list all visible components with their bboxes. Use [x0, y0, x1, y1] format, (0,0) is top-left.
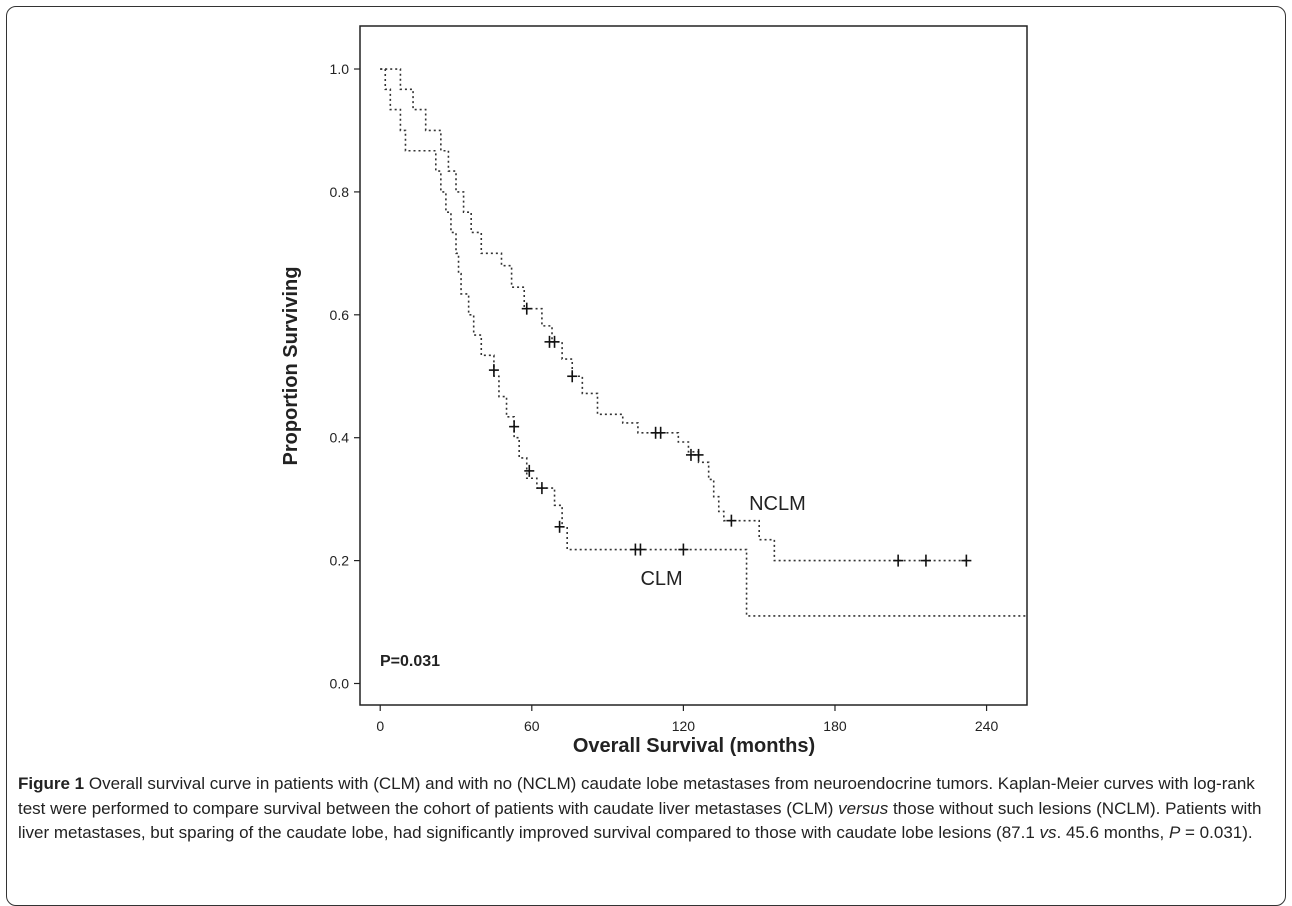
caption-versus: versus	[838, 798, 889, 818]
figure-caption: Figure 1 Overall survival curve in patie…	[18, 772, 1280, 846]
censor-mark-clm	[554, 520, 565, 533]
curve-label-clm: CLM	[640, 568, 682, 590]
curve-label-nclm: NCLM	[749, 493, 806, 515]
censor-mark-clm	[678, 543, 689, 556]
x-tick-label: 180	[823, 718, 847, 734]
censor-mark-nclm	[549, 335, 560, 348]
y-tick-label: 0.4	[330, 430, 350, 446]
censor-mark-nclm	[726, 514, 737, 527]
y-axis: 0.0 0.2 0.4 0.6 0.8 1.0	[330, 61, 360, 691]
curve-labels: NCLM CLM	[640, 493, 805, 590]
x-axis: 0 60 120 180 240	[376, 705, 998, 734]
x-tick-label: 0	[376, 718, 384, 734]
censor-mark-clm	[524, 464, 535, 477]
survival-curves	[380, 68, 1027, 617]
x-tick-label: 120	[672, 718, 696, 734]
censor-mark-nclm	[961, 554, 972, 567]
censor-mark-clm	[536, 482, 547, 495]
caption-text-3: . 45.6 months,	[1056, 823, 1169, 842]
caption-text-1: Overall survival curve in patients with …	[18, 774, 1255, 818]
y-axis-label: Proportion Surviving	[280, 267, 302, 466]
y-tick-label: 1.0	[330, 61, 350, 77]
censor-mark-nclm	[567, 370, 578, 383]
censor-mark-clm	[509, 420, 520, 433]
p-value-annotation: P=0.031	[380, 653, 440, 670]
censor-mark-nclm	[920, 554, 931, 567]
plot-frame	[359, 25, 1028, 706]
x-tick-label: 60	[524, 718, 540, 734]
y-tick-label: 0.8	[330, 184, 350, 200]
caption-text-4: = 0.031).	[1180, 823, 1253, 842]
caption-vs: vs	[1039, 823, 1057, 842]
censor-mark-nclm	[521, 302, 532, 315]
censor-mark-nclm	[693, 448, 704, 461]
x-tick-label: 240	[975, 718, 999, 734]
censor-mark-clm	[635, 543, 646, 556]
survival-curve-nclm	[380, 68, 967, 562]
y-tick-label: 0.0	[330, 675, 350, 691]
censor-mark-clm	[488, 364, 499, 377]
survival-chart: 0.00.20.40.60.81.0 0 60 120 180 240 NCLMCLM …	[280, 25, 1028, 757]
y-tick-label: 0.2	[330, 553, 350, 569]
y-tick-label: 0.6	[330, 307, 350, 323]
caption-text-2: those without such lesions (NCLM). Patie…	[18, 798, 1262, 843]
x-axis-label: Overall Survival (months)	[573, 735, 815, 757]
censor-mark-nclm	[655, 426, 666, 439]
chart-area: 0.0 0.2 0.4 0.6 0.8 1.0 0 60 120 180 240 NCLM CLM …	[280, 25, 1028, 757]
caption-label: Figure 1	[18, 774, 85, 793]
censor-marks	[488, 302, 972, 567]
censor-mark-nclm	[893, 554, 904, 567]
caption-p: P	[1168, 823, 1181, 842]
survival-curve-clm	[380, 68, 1027, 617]
